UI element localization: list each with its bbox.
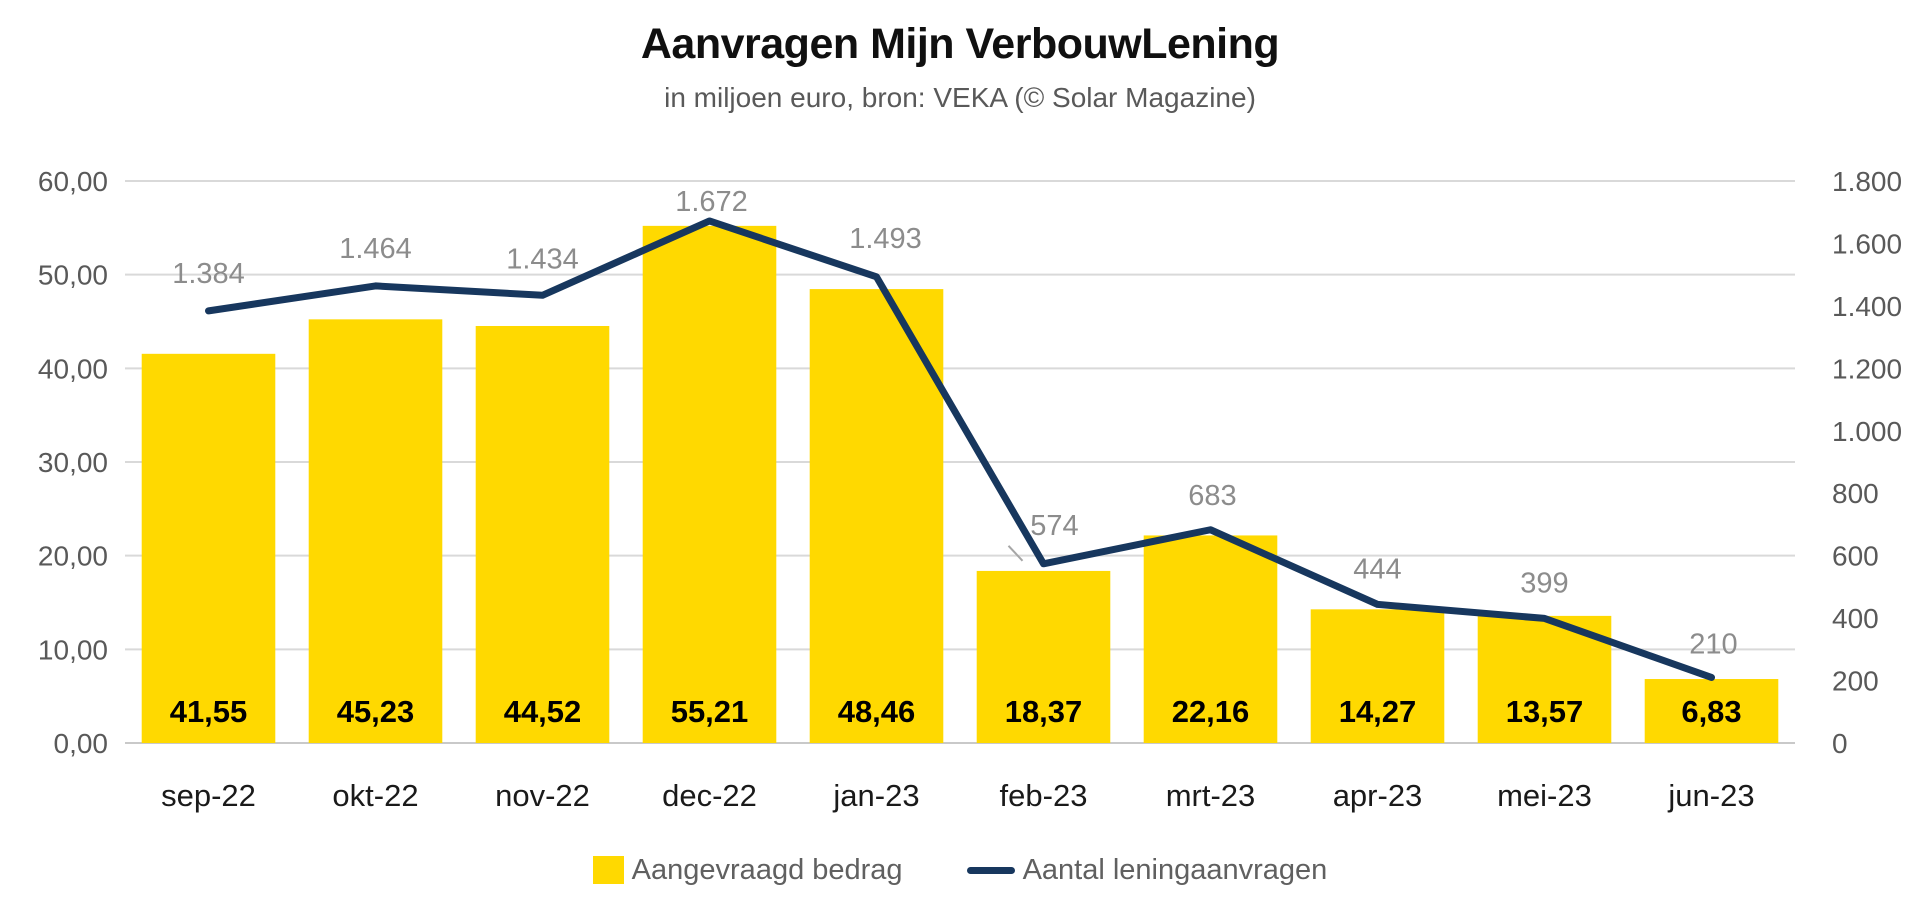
bar-value-label: 55,21	[671, 694, 749, 729]
right-axis-tick-label: 1.200	[1832, 353, 1902, 384]
line-point-label: 1.493	[849, 223, 922, 255]
legend-item-bar: Aangevraagd bedrag	[592, 853, 903, 887]
left-axis-tick-label: 10,00	[38, 634, 108, 665]
right-axis-tick-label: 0	[1832, 728, 1848, 759]
bar-apr-23	[1310, 609, 1445, 743]
right-axis-tick-label: 400	[1832, 603, 1879, 634]
category-label: nov-22	[495, 778, 590, 813]
line-point-label: 683	[1188, 480, 1236, 512]
category-label: okt-22	[332, 778, 418, 813]
right-axis-tick-label: 1.000	[1832, 416, 1902, 447]
line-point-label: 1.464	[339, 233, 412, 265]
category-label: mei-23	[1497, 778, 1592, 813]
line-series-layer	[205, 217, 1715, 681]
legend-label-bar: Aangevraagd bedrag	[631, 853, 903, 886]
category-label: apr-23	[1333, 778, 1423, 813]
category-label: sep-22	[161, 778, 256, 813]
bar-sep-22	[141, 353, 276, 743]
bar-value-label: 22,16	[1172, 694, 1250, 729]
bar-series-layer	[141, 225, 1779, 743]
right-axis-tick-label: 200	[1832, 666, 1879, 697]
line-series	[205, 217, 1715, 681]
left-axis-tick-label: 40,00	[38, 353, 108, 384]
line-point-label: 210	[1689, 628, 1737, 660]
bar-value-label: 45,23	[337, 694, 415, 729]
line-point-label: 574	[1030, 510, 1078, 542]
bar-value-label: 18,37	[1005, 694, 1083, 729]
labels-layer: 60,00 50,00 40,00 30,00 20,00 10,00 0,00 1.800 1…	[38, 166, 1902, 813]
line-point-label: 1.434	[506, 243, 579, 275]
category-label: feb-23	[1000, 778, 1088, 813]
right-axis-tick-label: 600	[1832, 541, 1879, 572]
legend-item-line: Aantal leningaanvragen	[966, 853, 1328, 887]
right-axis-tick-label: 1.800	[1832, 166, 1902, 197]
bar-jun-23	[1644, 679, 1779, 743]
bar-jan-23	[809, 289, 944, 743]
line-point-label: 1.672	[675, 186, 748, 218]
bar-feb-23	[976, 570, 1111, 743]
bar-nov-22	[475, 325, 610, 743]
right-axis-tick-label: 1.600	[1832, 228, 1902, 259]
legend-label-line: Aantal leningaanvragen	[1022, 853, 1328, 886]
left-axis-tick-label: 20,00	[38, 541, 108, 572]
bar-value-label: 6,83	[1681, 694, 1741, 729]
page-title: Aanvragen Mijn VerbouwLening	[640, 20, 1280, 68]
bar-value-label: 41,55	[170, 694, 248, 729]
category-label: dec-22	[662, 778, 757, 813]
bar-value-label: 48,46	[838, 694, 916, 729]
category-label: mrt-23	[1166, 778, 1256, 813]
bar-value-label: 44,52	[504, 694, 582, 729]
category-label: jun-23	[1667, 778, 1754, 813]
left-axis-tick-label: 60,00	[38, 166, 108, 197]
left-axis-tick-label: 0,00	[54, 728, 109, 759]
bar-value-label: 14,27	[1339, 694, 1417, 729]
bar-okt-22	[308, 319, 443, 743]
line-point-label: 444	[1353, 553, 1401, 585]
line-point-label: 1.384	[172, 258, 245, 290]
right-axis-tick-label: 1.400	[1832, 291, 1902, 322]
chart-legend: Aangevraagd bedrag Aantal leningaanvrage…	[0, 845, 1920, 895]
page-subtitle: in miljoen euro, bron: VEKA (© Solar Mag…	[664, 82, 1256, 113]
bar-value-label: 13,57	[1506, 694, 1584, 729]
left-axis-tick-label: 30,00	[38, 447, 108, 478]
bar-mrt-23	[1143, 535, 1278, 743]
line-swatch-icon	[966, 866, 1015, 874]
category-label: jan-23	[832, 778, 919, 813]
label-leader-line	[1007, 545, 1024, 562]
bar-swatch-icon	[592, 856, 624, 884]
right-axis-tick-label: 800	[1832, 478, 1879, 509]
left-axis-tick-label: 50,00	[38, 260, 108, 291]
bar-dec-22	[642, 225, 777, 743]
line-point-label: 399	[1520, 567, 1568, 599]
